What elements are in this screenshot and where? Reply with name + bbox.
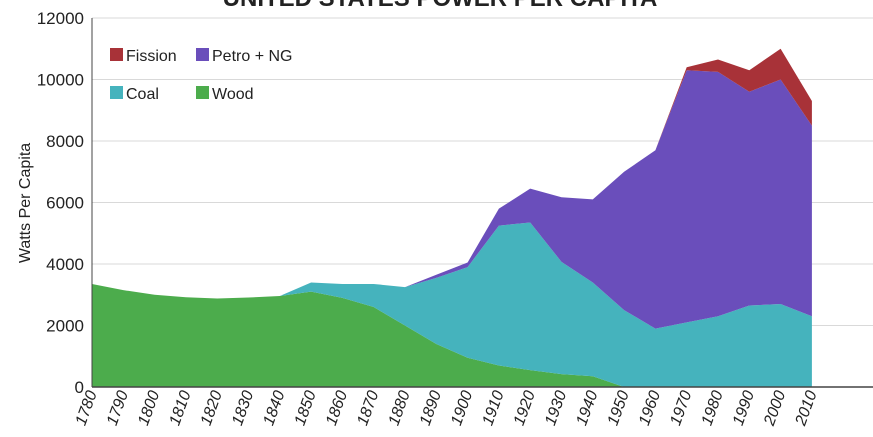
legend-swatch: [196, 86, 209, 99]
x-tick-label: 1900: [448, 388, 476, 427]
axes: [91, 18, 873, 388]
x-tick-label: 1960: [636, 388, 664, 427]
x-tick-label: 1810: [167, 388, 195, 427]
x-tick-label: 1930: [542, 388, 570, 427]
legend-swatch: [196, 48, 209, 61]
y-tick-label: 12000: [37, 9, 84, 28]
x-tick-label: 1950: [605, 388, 633, 427]
y-axis-label: Watts Per Capita: [17, 143, 34, 263]
area-series-group: [92, 48, 812, 387]
legend-label: Wood: [212, 86, 254, 103]
legend-item-fission: Fission: [110, 48, 177, 65]
x-tick-label: 1940: [573, 388, 601, 427]
x-tick-label: 1910: [480, 388, 508, 427]
x-tick-label: 1860: [323, 388, 351, 427]
x-tick-label: 1850: [292, 388, 320, 427]
area-petro-ng: [92, 70, 812, 329]
legend-item-petro-ng: Petro + NG: [196, 48, 292, 65]
y-tick-label: 4000: [46, 255, 84, 274]
y-tick-label: 0: [75, 378, 84, 397]
legend-swatch: [110, 48, 123, 61]
legend-label: Petro + NG: [212, 48, 292, 65]
x-tick-label: 1820: [198, 388, 226, 427]
y-tick-label: 6000: [46, 194, 84, 213]
y-tick-labels: 0 2000 4000 6000 8000 10000 12000: [37, 9, 84, 397]
x-tick-label: 1980: [699, 388, 727, 427]
legend-label: Fission: [126, 48, 177, 65]
x-tick-label: 1830: [229, 388, 257, 427]
y-tick-label: 8000: [46, 132, 84, 151]
y-tick-label: 2000: [46, 317, 84, 336]
legend-swatch: [110, 86, 123, 99]
x-tick-label: 1990: [730, 388, 758, 427]
x-tick-label: 2000: [761, 388, 790, 428]
x-tick-labels: 1780 1790 1800 1810 1820 1830 1840 1850 1860 1870…: [73, 388, 821, 428]
x-tick-label: 2010: [792, 388, 821, 428]
x-tick-label: 1800: [135, 388, 163, 427]
area-coal: [92, 222, 812, 387]
legend-item-coal: Coal: [110, 86, 159, 103]
x-tick-label: 1880: [386, 388, 414, 427]
x-tick-label: 1790: [104, 388, 132, 427]
area-fission: [92, 48, 812, 299]
x-tick-label: 1840: [260, 388, 288, 427]
x-tick-label: 1920: [511, 388, 539, 427]
x-tick-label: 1890: [417, 388, 445, 427]
chart-title: UNITED STATES POWER PER CAPITA: [223, 0, 658, 12]
legend: Fission Petro + NG Coal Wood: [110, 48, 292, 103]
x-tick-label: 1870: [354, 388, 382, 427]
legend-label: Coal: [126, 86, 159, 103]
y-tick-label: 10000: [37, 71, 84, 90]
x-tick-label: 1970: [667, 388, 695, 427]
area-wood: [92, 283, 812, 387]
legend-item-wood: Wood: [196, 86, 254, 103]
